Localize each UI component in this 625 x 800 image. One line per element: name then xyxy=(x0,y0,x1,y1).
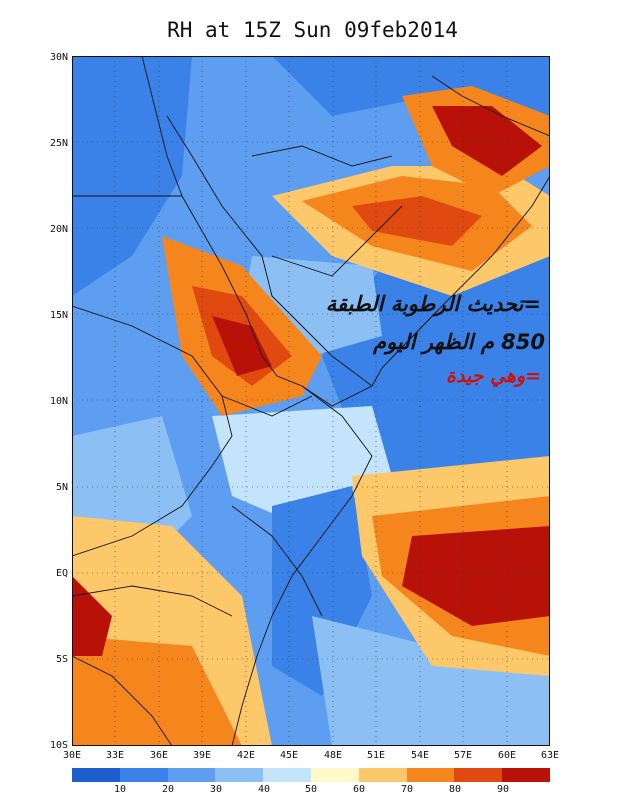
lat-label-5n: 5N xyxy=(55,482,68,493)
colorbar-segment xyxy=(358,768,407,782)
colorbar-label-80: 80 xyxy=(448,784,462,795)
lon-label-36e: 36E xyxy=(149,750,169,761)
lat-label-10s: 10S xyxy=(49,740,68,751)
humidity-region-tanzania-warm xyxy=(72,636,242,746)
lon-label-45e: 45E xyxy=(279,750,299,761)
humidity-region-ethiopia-core xyxy=(212,316,272,376)
humidity-region-south xyxy=(312,616,550,746)
colorbar-label-20: 20 xyxy=(161,784,175,795)
lon-label-57e: 57E xyxy=(453,750,473,761)
colorbar-segment xyxy=(263,768,311,782)
humidity-map xyxy=(72,56,550,746)
lon-label-39e: 39E xyxy=(192,750,212,761)
map-frame xyxy=(72,56,550,746)
annotation-line-2: 850 م الظهر اليوم xyxy=(373,330,545,354)
colorbar-label-30: 30 xyxy=(209,784,223,795)
annotation-line-3: =وهي جيدة xyxy=(446,365,541,387)
colorbar-segment xyxy=(406,768,455,782)
colorbar-segment xyxy=(502,768,550,782)
grid-lines xyxy=(72,56,550,746)
colorbar-segment xyxy=(215,768,264,782)
lon-label-30e: 30E xyxy=(62,750,82,761)
colorbar-label-10: 10 xyxy=(113,784,127,795)
humidity-region-gulf-core xyxy=(432,106,542,176)
colorbar-label-70: 70 xyxy=(400,784,414,795)
humidity-region-lake-core xyxy=(72,576,112,656)
lat-label-eq: EQ xyxy=(55,568,68,579)
colorbar-label-40: 40 xyxy=(257,784,271,795)
lat-label-15n: 15N xyxy=(49,310,68,321)
lon-label-42e: 42E xyxy=(236,750,256,761)
lat-label-10n: 10N xyxy=(49,396,68,407)
humidity-region-northwest xyxy=(72,56,192,296)
colorbar-label-50: 50 xyxy=(304,784,318,795)
lon-label-33e: 33E xyxy=(105,750,125,761)
humidity-region-equatorial-core xyxy=(402,526,550,626)
colorbar-segment xyxy=(167,768,216,782)
lat-label-20n: 20N xyxy=(49,224,68,235)
lat-label-30n: 30N xyxy=(49,52,68,63)
country-borders xyxy=(72,56,550,746)
humidity-region-arabia-core xyxy=(352,196,482,246)
lon-label-51e: 51E xyxy=(366,750,386,761)
colorbar xyxy=(72,768,550,782)
lon-label-48e: 48E xyxy=(323,750,343,761)
lon-label-54e: 54E xyxy=(410,750,430,761)
colorbar-segment xyxy=(119,768,168,782)
colorbar-segment xyxy=(72,768,120,782)
lat-label-25n: 25N xyxy=(49,138,68,149)
map-title: RH at 15Z Sun 09feb2014 xyxy=(167,18,458,42)
annotation-line-1: =تحديث الرطوبة الطبقة xyxy=(325,292,541,316)
colorbar-segment xyxy=(454,768,503,782)
colorbar-label-60: 60 xyxy=(352,784,366,795)
lon-label-60e: 60E xyxy=(497,750,517,761)
colorbar-label-90: 90 xyxy=(496,784,510,795)
lon-label-63e: 63E xyxy=(540,750,560,761)
colorbar-segment xyxy=(310,768,359,782)
lat-label-5s: 5S xyxy=(55,654,68,665)
